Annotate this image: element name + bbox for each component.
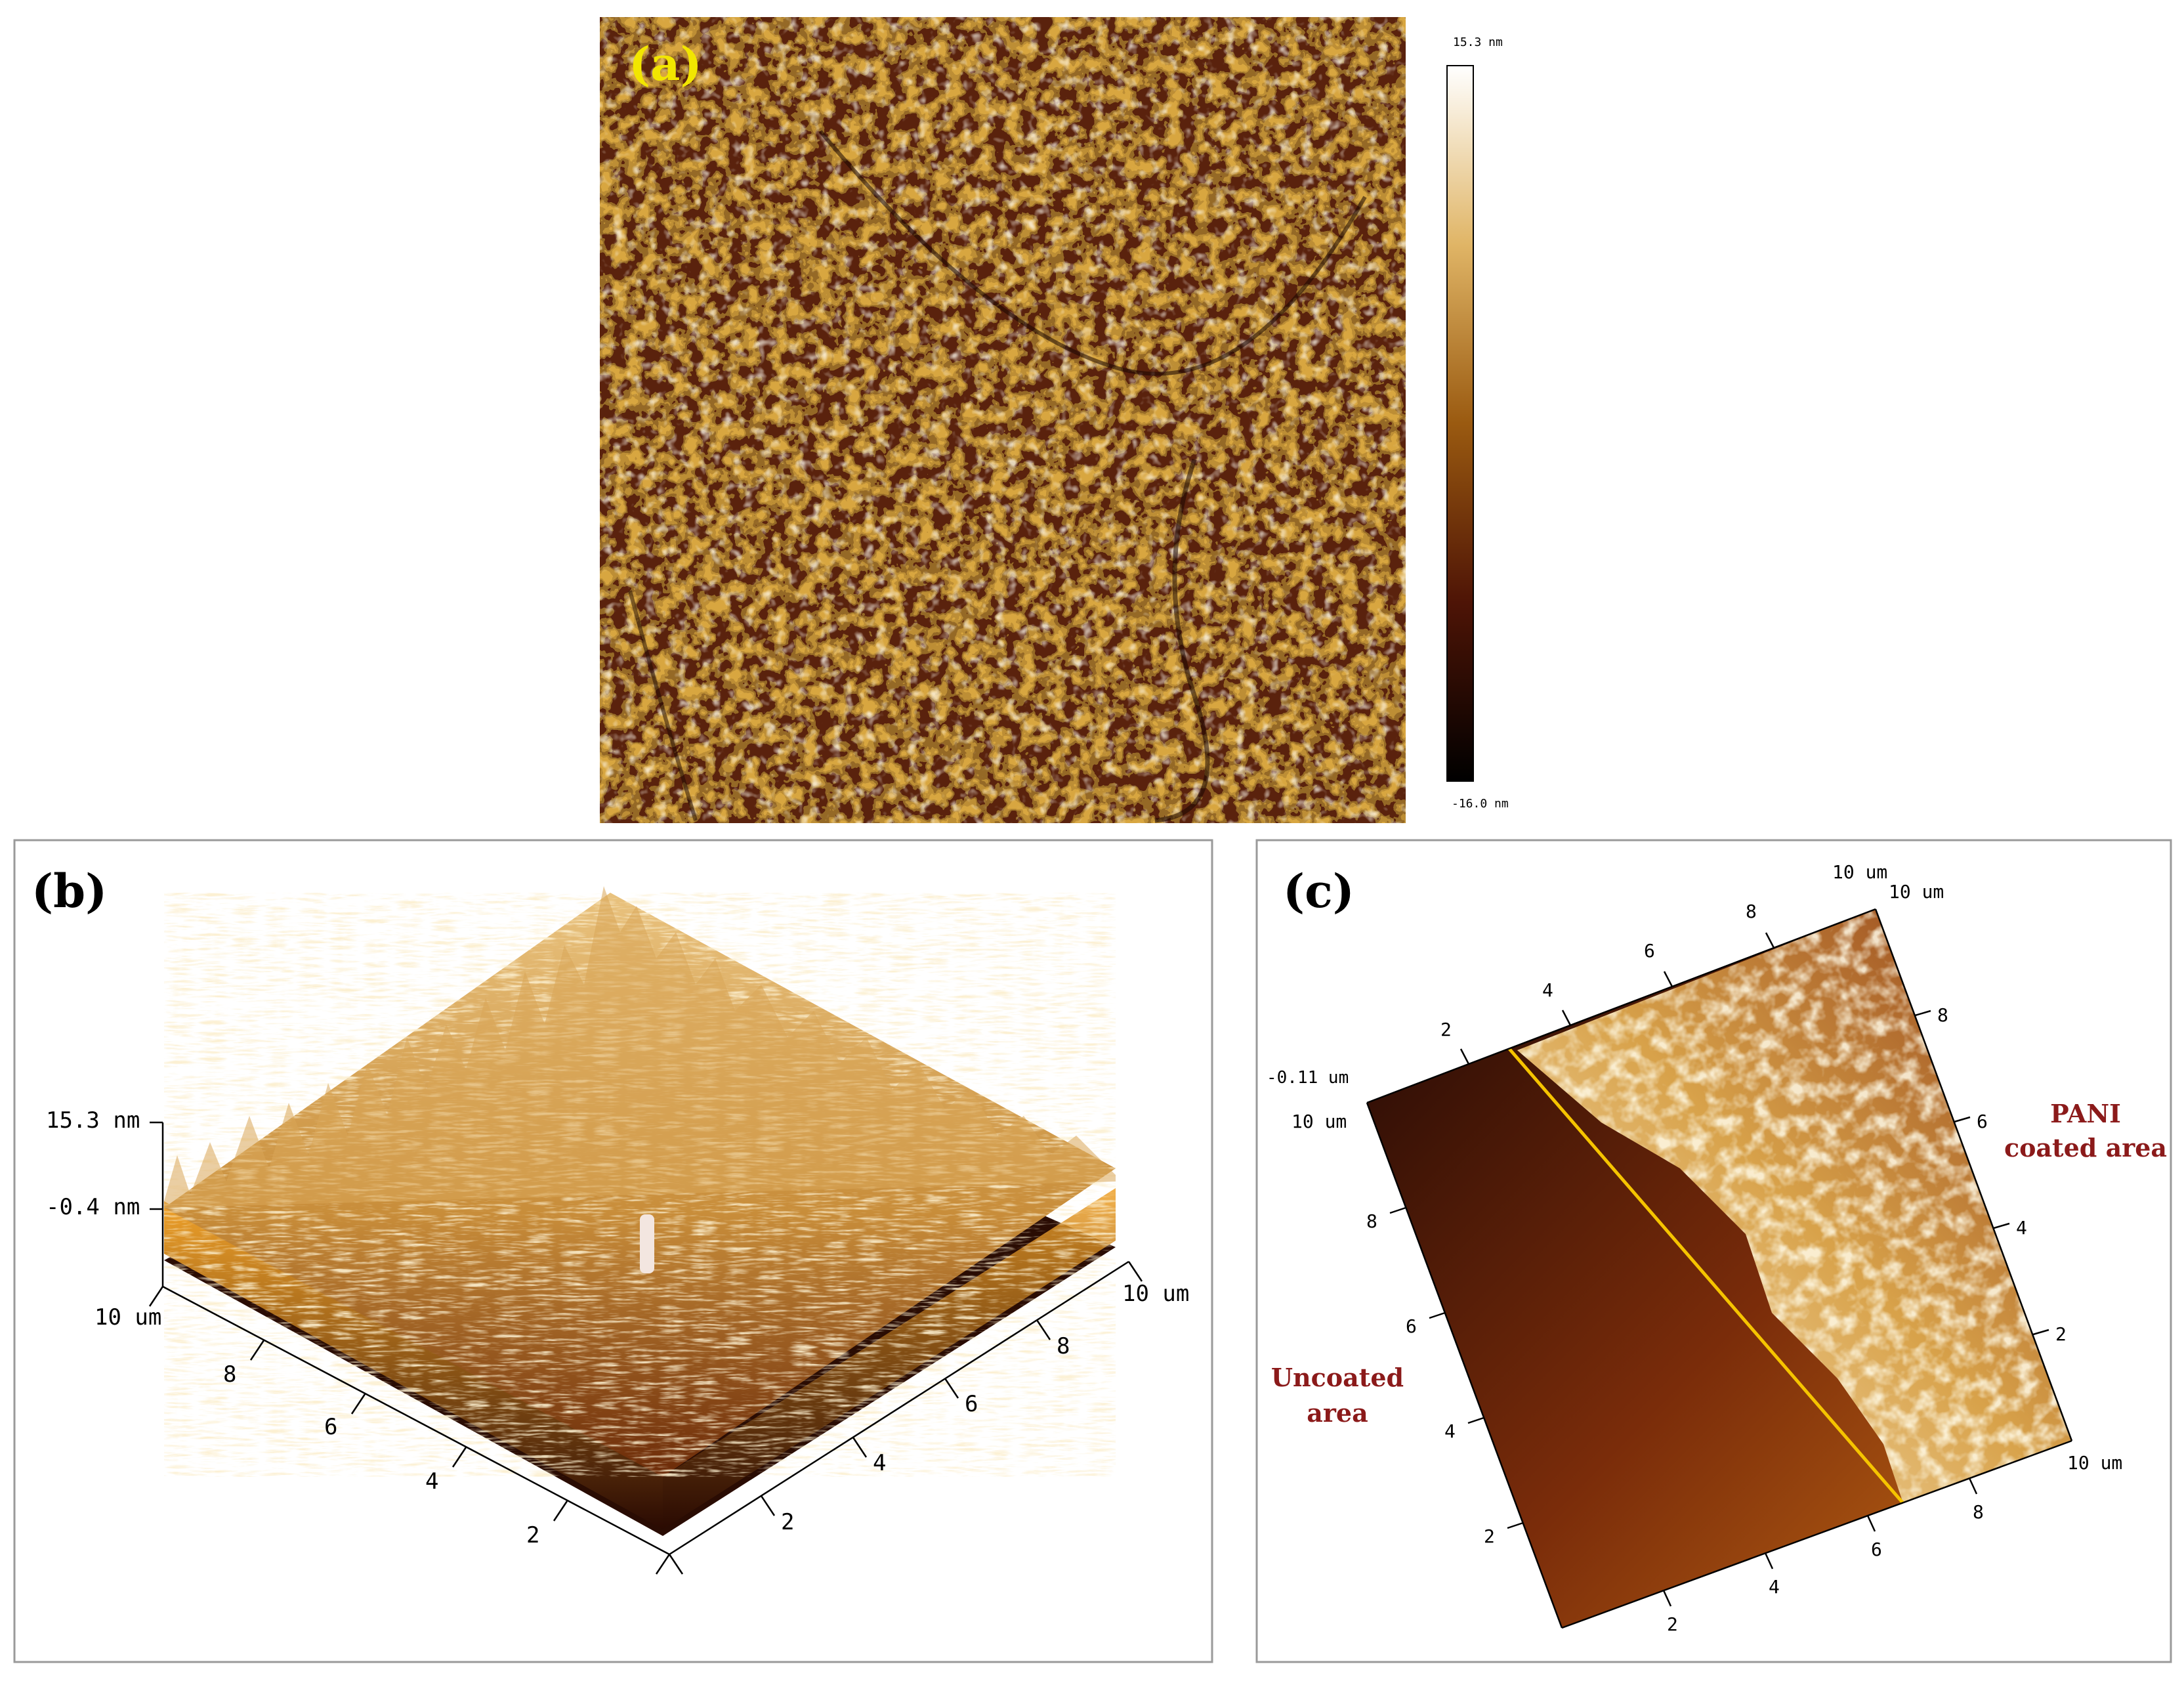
boundary-line xyxy=(1508,1048,1904,1504)
afm-height-map-2d xyxy=(600,17,1406,823)
top-corner-label-b: 10 um xyxy=(1889,881,1944,903)
left-edge-tick: 6 xyxy=(1406,1315,1417,1337)
bottom-edge-tick: 8 xyxy=(1973,1501,1984,1523)
z-axis xyxy=(150,1121,164,1287)
x-axis-left xyxy=(148,1285,671,1575)
x-axis-right-end-label: 10 um xyxy=(1122,1281,1189,1307)
panel-c-frame xyxy=(1255,839,2172,1663)
x-axis-left-tick: 8 xyxy=(223,1361,236,1388)
x-axis-right xyxy=(668,1260,1143,1575)
x-axis-left-tick: 4 xyxy=(425,1468,438,1495)
x-axis-right-tick: 4 xyxy=(873,1450,886,1476)
x-axis-right-tick: 2 xyxy=(781,1509,794,1535)
top-edge-tick: 4 xyxy=(1542,979,1553,1001)
right-corner-label: 10 um xyxy=(2067,1452,2122,1474)
x-axis-left-tick: 6 xyxy=(324,1414,337,1440)
right-edge-tick: 8 xyxy=(1937,1004,1948,1026)
right-edge-tick: 6 xyxy=(1977,1111,1988,1132)
panel-b-frame xyxy=(13,839,1213,1663)
x-axis-right-tick: 6 xyxy=(965,1391,978,1417)
panel-c-label: (c) xyxy=(1283,864,1354,918)
bottom-edge-tick: 2 xyxy=(1667,1613,1678,1635)
uncoated-annotation-line-1: Uncoated xyxy=(1271,1363,1404,1392)
tall-spike xyxy=(640,1214,654,1273)
plate-axes xyxy=(1366,908,2073,1629)
panel-a-label: (a) xyxy=(629,37,702,91)
panel-c: (c) xyxy=(1255,839,2172,1663)
top-edge-tick: 8 xyxy=(1746,901,1757,922)
uncoated-annotation-line-2: area xyxy=(1307,1398,1368,1428)
x-axis-left-end-label: 10 um xyxy=(94,1304,161,1331)
panel-a: (a) 15.3 nm -16.0 nm xyxy=(600,17,1509,823)
left-corner-label: 10 um xyxy=(1292,1111,1347,1132)
left-edge-tick: 4 xyxy=(1444,1420,1456,1442)
panel-b-label: (b) xyxy=(32,864,107,918)
afm-surface-3d xyxy=(164,886,1116,1536)
color-scale-gradient xyxy=(1446,65,1474,782)
x-axis-right-tick: 8 xyxy=(1057,1333,1070,1359)
pani-annotation-line-1: PANI xyxy=(2050,1099,2121,1128)
left-edge-tick: 2 xyxy=(1484,1525,1495,1547)
right-edge-tick: 4 xyxy=(2016,1217,2027,1239)
top-edge-tick: 2 xyxy=(1440,1019,1452,1040)
left-edge-tick: 8 xyxy=(1366,1210,1377,1232)
z-axis-mid-label: -0.4 nm xyxy=(46,1194,140,1220)
top-corner-label-a: 10 um xyxy=(1832,861,1887,883)
color-scale-min: -16.0 nm xyxy=(1452,797,1509,811)
color-scale-bar: 15.3 nm -16.0 nm xyxy=(1406,17,1509,823)
bottom-edge-tick: 6 xyxy=(1871,1539,1882,1560)
top-edge-tick: 6 xyxy=(1644,940,1655,962)
bottom-edge-tick: 4 xyxy=(1769,1576,1780,1598)
x-axis-left-tick: 2 xyxy=(526,1522,539,1548)
right-edge-tick: 2 xyxy=(2055,1323,2067,1345)
panel-b: (b) 15.3 nm -0.4 nm xyxy=(13,839,1213,1663)
pani-annotation-line-2: coated area xyxy=(2004,1133,2167,1162)
z-value-label: -0.11 um xyxy=(1267,1068,1349,1088)
z-axis-top-label: 15.3 nm xyxy=(46,1107,140,1134)
color-scale-max: 15.3 nm xyxy=(1453,35,1503,49)
